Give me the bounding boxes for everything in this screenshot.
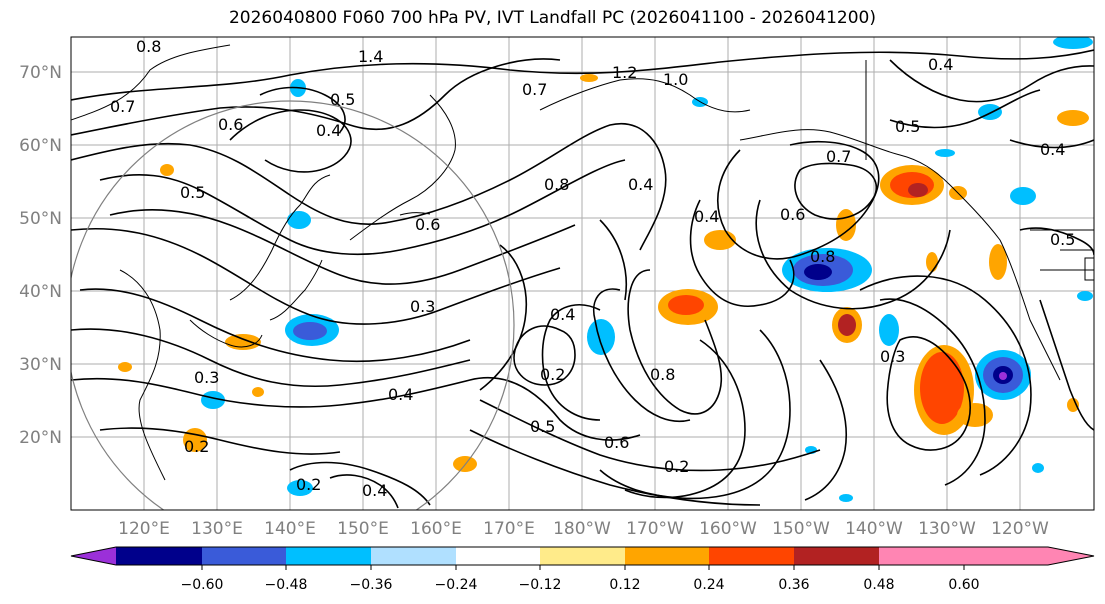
contour-label: 0.4 <box>628 175 653 194</box>
contour-label: 0.4 <box>550 305 575 324</box>
contour-label: 0.7 <box>826 147 851 166</box>
lon-label: 130°W <box>918 519 976 539</box>
contour-label: 0.6 <box>218 115 243 134</box>
contour-label: 0.5 <box>530 417 555 436</box>
contour-label: 0.4 <box>388 385 413 404</box>
colorbar-segment <box>202 547 286 565</box>
map-title: 2026040800 F060 700 hPa PV, IVT Landfall… <box>228 8 876 28</box>
contour-label: 0.4 <box>362 481 387 500</box>
colorbar-segment <box>879 547 964 565</box>
contour-label: 0.4 <box>1040 140 1065 159</box>
colorbar-tick-label: −0.24 <box>435 577 478 593</box>
contour-label: 0.7 <box>522 80 547 99</box>
colorbar-tick-label: 0.36 <box>778 577 809 593</box>
lat-label: 20°N <box>19 428 62 448</box>
lon-label: 160°E <box>410 519 462 539</box>
colorbar-segment <box>371 547 456 565</box>
lat-label: 60°N <box>19 136 62 156</box>
lon-label: 170°E <box>483 519 535 539</box>
lon-label: 140°E <box>264 519 316 539</box>
negative-anomaly-central-pacific <box>782 248 872 292</box>
lat-label: 50°N <box>19 209 62 229</box>
contour-label: 1.0 <box>663 70 688 89</box>
colorbar-max-extend <box>964 547 1094 565</box>
contour-label: 0.8 <box>650 365 675 384</box>
colorbar-segment <box>794 547 879 565</box>
contour-label: 0.4 <box>316 121 341 140</box>
contour-label: 0.2 <box>184 437 209 456</box>
contour-label: 0.6 <box>780 205 805 224</box>
reference-circle <box>71 100 515 510</box>
colorbar-segment <box>709 547 794 565</box>
lat-label: 40°N <box>19 282 62 302</box>
contour-label: 0.4 <box>694 207 719 226</box>
contour-label: 0.6 <box>415 215 440 234</box>
contour-label: 1.4 <box>358 47 383 66</box>
lon-label: 120°W <box>991 519 1049 539</box>
negative-anomaly-japan <box>201 37 1093 502</box>
lon-label: 160°W <box>699 519 757 539</box>
colorbar-tick-label: 0.12 <box>609 577 640 593</box>
coastlines <box>71 44 1094 481</box>
contour-label: 0.8 <box>544 175 569 194</box>
ivt-pc-shading <box>118 37 1093 502</box>
contour-label: 0.4 <box>928 55 953 74</box>
contour-label: 0.5 <box>330 90 355 109</box>
lat-label: 70°N <box>19 63 62 83</box>
positive-anomaly-california-offshore <box>914 345 993 435</box>
contour-label: 0.7 <box>110 97 135 116</box>
contour-label: 0.6 <box>604 433 629 452</box>
contour-label: 0.2 <box>664 457 689 476</box>
contour-label: 0.3 <box>880 347 905 366</box>
pv-contours <box>71 49 1094 509</box>
lon-label: 170°W <box>626 519 684 539</box>
colorbar-segment <box>286 547 371 565</box>
colorbar-segment <box>116 547 202 565</box>
positive-anomaly-central-pacific <box>658 209 1007 343</box>
contour-label: 0.2 <box>296 475 321 494</box>
colorbar-min-extend <box>71 547 116 565</box>
map-frame <box>70 36 1095 511</box>
lon-label: 120°E <box>118 519 170 539</box>
contour-label: 0.2 <box>540 365 565 384</box>
lon-label: 150°E <box>337 519 389 539</box>
colorbar-outline <box>70 546 1095 566</box>
colorbar-tick-label: 0.48 <box>863 577 894 593</box>
contour-label: 0.5 <box>180 183 205 202</box>
colorbar: −0.60 −0.48 −0.36 −0.24 −0.12 0.12 0.24 … <box>70 546 1095 593</box>
contour-label: 0.5 <box>895 117 920 136</box>
latitude-labels: 70°N 60°N 50°N 40°N 30°N 20°N <box>19 63 62 448</box>
colorbar-tick-label: −0.12 <box>519 577 562 593</box>
lon-label: 150°W <box>772 519 830 539</box>
lon-label: 140°W <box>845 519 903 539</box>
graticule <box>71 37 1094 510</box>
contour-label: 0.8 <box>136 37 161 56</box>
contour-label: 0.3 <box>194 368 219 387</box>
longitude-labels: 120°E 130°E 140°E 150°E 160°E 170°E 180°… <box>118 519 1049 539</box>
colorbar-tick-label: 0.60 <box>948 577 979 593</box>
lon-label: 180°W <box>553 519 611 539</box>
colorbar-segment <box>456 547 540 565</box>
contour-label: 0.5 <box>1050 230 1075 249</box>
colorbar-tick-label: −0.48 <box>265 577 308 593</box>
negative-anomaly-baja <box>975 350 1031 400</box>
contour-label: 1.2 <box>612 63 637 82</box>
contour-labels: 0.8 1.4 1.2 1.0 0.4 0.5 0.4 0.6 0.5 0.7 … <box>110 37 1075 500</box>
colorbar-tick-label: 0.24 <box>693 577 724 593</box>
colorbar-segment <box>625 547 709 565</box>
lon-label: 130°E <box>191 519 243 539</box>
colorbar-tick-label: −0.60 <box>181 577 224 593</box>
colorbar-segment <box>540 547 625 565</box>
contour-label: 0.8 <box>810 247 835 266</box>
colorbar-ticks <box>201 565 965 570</box>
colorbar-tick-label: −0.36 <box>350 577 393 593</box>
lat-label: 30°N <box>19 355 62 375</box>
contour-label: 0.3 <box>410 297 435 316</box>
